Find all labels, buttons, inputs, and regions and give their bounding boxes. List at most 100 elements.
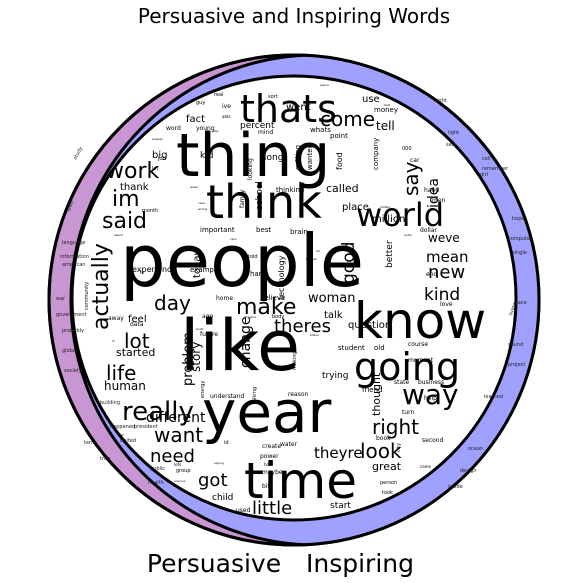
word-let: let (152, 166, 158, 172)
word-said: said (102, 209, 147, 234)
edge-word-american: american (62, 262, 85, 268)
word-guy: guy (196, 100, 205, 106)
word-care: care (230, 237, 237, 241)
word-family: family (239, 189, 246, 208)
word-way: way (402, 378, 459, 411)
word-home: home (216, 295, 233, 302)
word-old: old (374, 344, 385, 352)
word-le: le (140, 270, 144, 276)
word-come: come (320, 107, 375, 131)
edge-word-hope: hope (512, 216, 524, 222)
word-away: away (108, 315, 124, 322)
word-little: little (252, 498, 292, 519)
word-question: question (348, 320, 391, 331)
edge-word-sound: sound (508, 342, 523, 348)
word-human: human (104, 379, 146, 393)
word-day: day (154, 291, 191, 315)
edge-word-remember: remember (482, 166, 509, 172)
edge-word-project: project (508, 362, 525, 368)
word-understand: understand (210, 393, 245, 400)
word-mean: mean (426, 248, 469, 266)
inspiring-set-label: Inspiring (306, 549, 414, 578)
chart-title: Persuasive and Inspiring Words (138, 4, 450, 28)
word-love: love (440, 301, 453, 308)
edge-word-study: study (72, 146, 84, 161)
word-thank: thank (120, 182, 149, 193)
edge-word-self: self (446, 142, 455, 148)
word-world: world (356, 196, 444, 234)
word-power: power (260, 453, 279, 460)
edge-word-war: war (56, 296, 66, 302)
word-10: 10 (316, 249, 320, 253)
word-second: second (422, 437, 444, 444)
word-company: company (372, 138, 380, 170)
word-group: group (176, 468, 191, 474)
word-today: today (192, 249, 203, 278)
word-know: know (354, 292, 486, 350)
word-theyre: theyre (314, 444, 363, 462)
word-thought: thought (370, 372, 383, 416)
word-asked: asked (114, 233, 123, 237)
word-ago: ago (202, 313, 213, 320)
word-used: used (236, 507, 251, 514)
word-getting: getting (294, 145, 302, 170)
word-school: school (255, 181, 265, 210)
word-live: live (286, 519, 297, 526)
word-id: id (224, 440, 229, 446)
word-lot: lot (124, 329, 150, 353)
word-tell: tell (376, 119, 395, 133)
word-sort: sort (268, 94, 278, 100)
word-different: different (146, 410, 206, 426)
edge-word-term: term (84, 440, 96, 446)
word-came: came (420, 464, 432, 469)
word-weve: weve (428, 231, 460, 245)
word-wanted: wanted (306, 144, 314, 170)
inspiring-set-outline (69, 55, 539, 545)
word-percent: percent (240, 121, 275, 131)
word-ill: ill (112, 339, 115, 343)
edge-word-computer: computer (508, 236, 533, 242)
word-start: start (330, 501, 351, 511)
edge-word-society: society (64, 368, 82, 374)
word-thats: thats (240, 87, 337, 131)
word-point: point (330, 132, 348, 140)
edge-word-living: living (508, 302, 518, 317)
edge-word-true: true (100, 456, 110, 462)
persuasive-set-label: Persuasive (147, 549, 281, 578)
edge-word-health: health (148, 480, 164, 486)
word-brain: brain (290, 228, 308, 236)
word-moment: moment (408, 357, 434, 364)
word-word: word (166, 125, 181, 132)
word-trying: trying (322, 371, 348, 381)
word-like: like (180, 305, 300, 387)
word-kind: kind (424, 285, 460, 305)
word-kid: kid (200, 151, 213, 161)
word-told: told (248, 254, 258, 260)
word-making: making (292, 351, 298, 370)
edge-word-language: language (62, 240, 85, 246)
word-example: example (190, 266, 220, 274)
word-time: time (244, 452, 357, 510)
word-really: really (122, 397, 194, 427)
word-think: think (206, 175, 322, 229)
word-half: half (384, 103, 391, 107)
word-bit: bit (262, 483, 270, 490)
word-help: help (424, 395, 437, 402)
word-wrong: wrong (198, 207, 207, 211)
word-money: money (374, 106, 398, 114)
word-right: right (372, 415, 419, 439)
word-best: best (256, 226, 271, 234)
word-idea: idea (426, 178, 442, 208)
word-young: young (196, 125, 215, 132)
word-food: food (335, 152, 344, 170)
word-took: took (382, 490, 393, 496)
word-course: course (408, 341, 428, 348)
word-business: business (418, 379, 444, 386)
edge-word-global: global (62, 348, 77, 354)
word-technology: technology (277, 255, 286, 300)
word-say: say (399, 161, 423, 196)
word-month: month (142, 208, 158, 214)
